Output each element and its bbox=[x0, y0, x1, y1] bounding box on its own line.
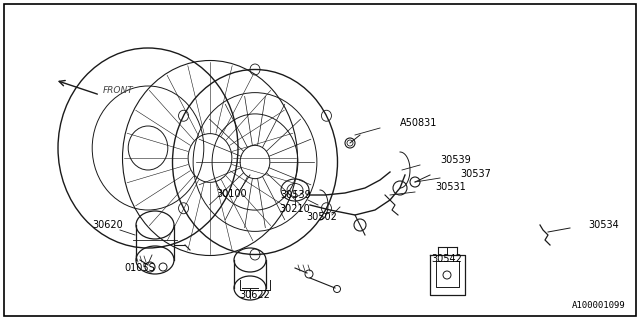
Text: 30210: 30210 bbox=[280, 204, 310, 214]
Text: FRONT: FRONT bbox=[103, 85, 134, 94]
Text: A100001099: A100001099 bbox=[572, 301, 626, 310]
Text: 30537: 30537 bbox=[460, 169, 491, 179]
Text: 30534: 30534 bbox=[588, 220, 619, 230]
Text: 30539: 30539 bbox=[440, 155, 471, 165]
Text: A50831: A50831 bbox=[400, 118, 437, 128]
Text: 30100: 30100 bbox=[217, 189, 247, 199]
Text: 30502: 30502 bbox=[307, 212, 337, 222]
Text: 30622: 30622 bbox=[239, 290, 271, 300]
Text: 30531: 30531 bbox=[435, 182, 466, 192]
Text: 30620: 30620 bbox=[93, 220, 124, 230]
Text: 0105S: 0105S bbox=[125, 263, 156, 273]
Text: 30539: 30539 bbox=[280, 190, 312, 200]
Text: 30542: 30542 bbox=[431, 254, 463, 264]
